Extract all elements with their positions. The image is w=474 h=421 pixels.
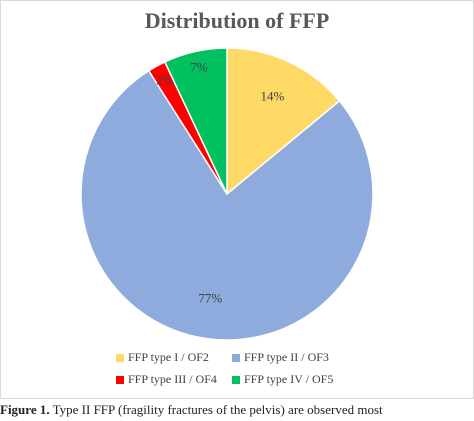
chart-title: Distribution of FFP <box>145 8 330 33</box>
pie-slice <box>163 47 228 195</box>
legend-swatch <box>232 354 240 362</box>
data-label: 7% <box>190 60 208 75</box>
caption: Figure 1. Type II FFP (fragility fractur… <box>0 402 474 421</box>
data-label: 77% <box>198 290 222 305</box>
data-label: 2% <box>156 72 174 87</box>
legend-label: FFP type IV / OF5 <box>244 372 333 386</box>
legend-swatch <box>116 376 124 384</box>
data-label: 14% <box>260 89 284 104</box>
legend-label: FFP type I / OF2 <box>128 350 209 364</box>
legend-label: FFP type II / OF3 <box>244 350 329 364</box>
caption-text: Type II FFP (fragility fractures of the … <box>52 402 383 417</box>
pie-slice <box>80 69 374 341</box>
pie-slice <box>226 47 341 196</box>
caption-label: Figure 1. <box>0 402 50 417</box>
legend-label: FFP type III / OF4 <box>128 372 217 386</box>
legend-swatch <box>116 354 124 362</box>
legend-swatch <box>232 376 240 384</box>
chart: Distribution of FFP 14% 77% 2% 7% FFP type I… <box>0 0 474 399</box>
